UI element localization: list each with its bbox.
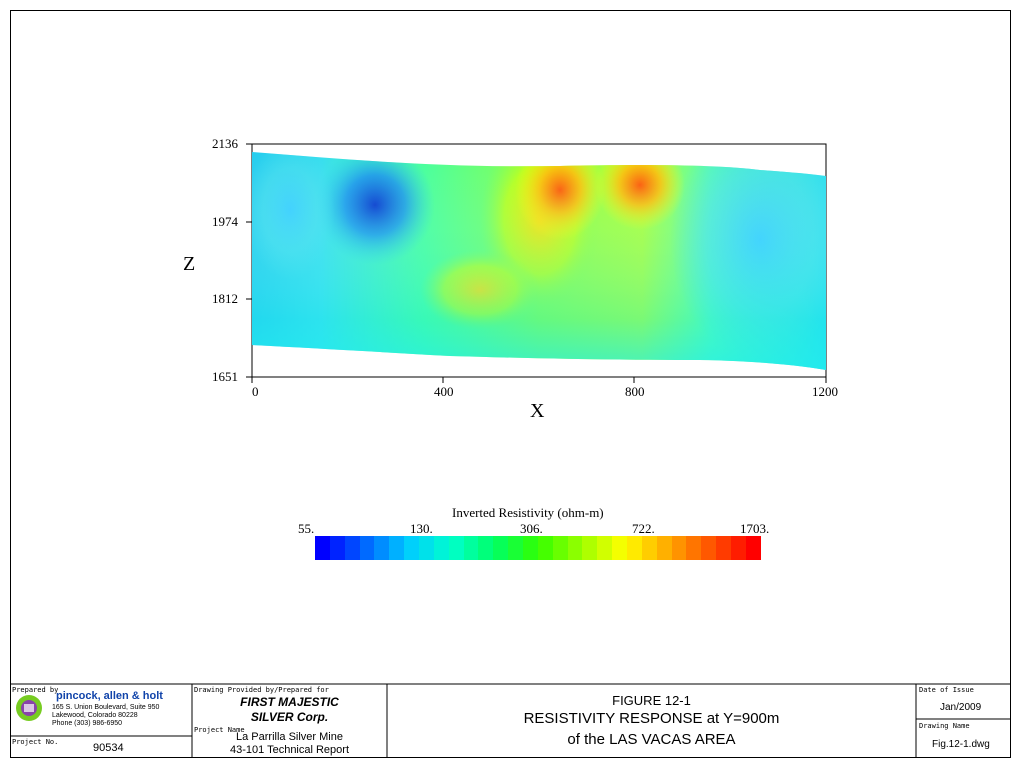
colorbar-swatch [374, 536, 390, 560]
drawing-name: Fig.12-1.dwg [932, 739, 990, 750]
x-tick-1200: 1200 [812, 384, 838, 399]
colorbar-swatch [478, 536, 494, 560]
company-name: pincock, allen & holt [56, 690, 163, 702]
date-of-issue-label: Date of Issue [919, 686, 974, 694]
project-name-line1: La Parrilla Silver Mine [236, 731, 343, 743]
company-phone: Phone (303) 986-6950 [52, 720, 123, 727]
x-axis-label: X [530, 400, 545, 422]
colorbar-swatch [493, 536, 509, 560]
drawing-frame [10, 10, 1011, 758]
colorbar [315, 536, 761, 560]
colorbar-label-722: 722. [632, 521, 655, 536]
date-of-issue: Jan/2009 [940, 702, 982, 713]
colorbar-swatch [641, 536, 657, 560]
colorbar-swatch [731, 536, 746, 560]
company-address-line2: Lakewood, Colorado 80228 [52, 712, 138, 719]
resistivity-fill [252, 152, 826, 370]
colorbar-swatch [404, 536, 420, 560]
colorbar-swatch [537, 536, 553, 560]
axis-ticks [246, 143, 827, 383]
figure-number: FIGURE 12-1 [612, 693, 691, 708]
figure-title-line1: RESISTIVITY RESPONSE at Y=900m [523, 710, 780, 727]
colorbar-swatch [344, 536, 360, 560]
company-address-line1: 165 S. Union Boulevard, Suite 950 [52, 704, 160, 711]
colorbar-swatch [329, 536, 345, 560]
figure-title-line2: of the LAS VACAS AREA [567, 731, 736, 748]
drawing-name-label: Drawing Name [919, 722, 970, 730]
colorbar-swatch [463, 536, 479, 560]
colorbar-swatch [716, 536, 732, 560]
project-no: 90534 [93, 742, 124, 754]
colorbar-swatch [701, 536, 717, 560]
colorbar-label-55: 55. [298, 521, 315, 536]
colorbar-swatch [359, 536, 375, 560]
colorbar-swatch [671, 536, 687, 560]
colorbar-label-1703: 1703. [740, 521, 770, 536]
project-name-label: Project Name [194, 726, 245, 734]
colorbar-swatch [315, 536, 330, 560]
x-tick-800: 800 [625, 384, 645, 399]
z-tick-1974: 1974 [212, 214, 238, 229]
z-tick-1812: 1812 [212, 291, 238, 306]
company-address: 165 S. Union Boulevard, Suite 950 Lakewo… [52, 704, 190, 728]
colorbar-swatch [567, 536, 583, 560]
colorbar-swatch [389, 536, 405, 560]
project-name-line2: 43-101 Technical Report [229, 744, 350, 756]
colorbar-swatch [686, 536, 702, 560]
pah-logo-icon [16, 695, 42, 721]
prepared-by-label: Prepared by [12, 686, 59, 694]
drawing-provided-label: Drawing Provided by/Prepared for [194, 686, 329, 694]
colorbar-swatch [656, 536, 672, 560]
colorbar-swatch [433, 536, 449, 560]
client-line1: FIRST MAJESTIC [240, 695, 339, 709]
colorbar-swatch [612, 536, 628, 560]
z-axis-label: Z [183, 253, 196, 275]
colorbar-swatch [582, 536, 598, 560]
colorbar-label-130: 130. [410, 521, 433, 536]
colorbar-swatch [448, 536, 464, 560]
client-line2: SILVER Corp. [250, 710, 329, 724]
colorbar-title: Inverted Resistivity (ohm-m) [452, 505, 604, 520]
x-tick-0: 0 [252, 384, 259, 399]
colorbar-swatch [523, 536, 538, 560]
z-tick-1651: 1651 [212, 369, 238, 384]
colorbar-swatch [597, 536, 613, 560]
colorbar-swatch [627, 536, 642, 560]
z-tick-2136: 2136 [212, 136, 238, 151]
colorbar-swatch [508, 536, 524, 560]
colorbar-label-306: 306. [520, 521, 543, 536]
x-tick-400: 400 [434, 384, 454, 399]
colorbar-swatch [552, 536, 568, 560]
colorbar-swatch [745, 536, 761, 560]
colorbar-swatch [419, 536, 434, 560]
project-no-label: Project No. [12, 738, 59, 746]
